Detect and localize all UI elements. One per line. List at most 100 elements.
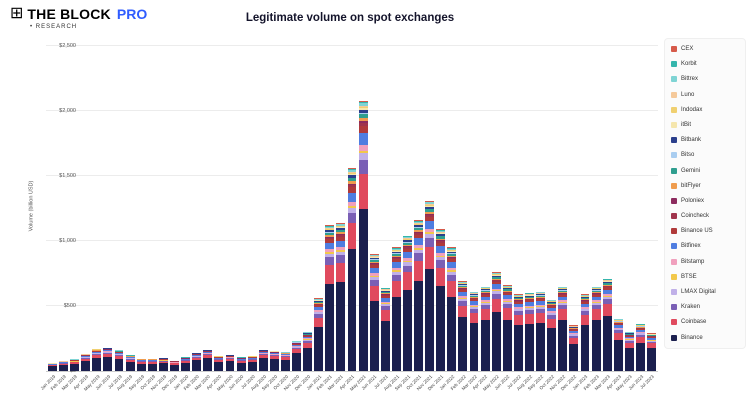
bar-segment-bitstamp[interactable] <box>558 300 568 303</box>
bar-segment-cex[interactable] <box>447 247 457 249</box>
bar-segment-korbit[interactable] <box>358 101 368 103</box>
stacked-bar-jun-2020[interactable] <box>236 357 246 371</box>
bar-segment-bitfinex[interactable] <box>247 357 257 359</box>
bar-segment-luno[interactable] <box>336 225 346 227</box>
bar-segment-cex[interactable] <box>369 254 379 255</box>
bar-segment-bitstamp[interactable] <box>491 288 501 291</box>
stacked-bar-jun-2023[interactable] <box>635 324 645 371</box>
bar-segment-coinbase[interactable] <box>624 342 634 348</box>
bar-segment-bitfinex[interactable] <box>192 355 202 356</box>
legend-item-bitfinex[interactable]: Bitfinex <box>671 243 739 250</box>
bar-segment-bitfinex[interactable] <box>269 353 279 355</box>
bar-segment-bitbank[interactable] <box>347 175 357 178</box>
bar-segment-lmax-digital[interactable] <box>613 329 623 331</box>
bar-segment-bitso[interactable] <box>414 227 423 228</box>
bar-segment-kraken[interactable] <box>525 310 534 315</box>
bar-segment-bitfinex[interactable] <box>280 354 290 356</box>
bar-segment-btse[interactable] <box>336 250 346 252</box>
bar-segment-coinbase[interactable] <box>181 361 191 363</box>
bar-segment-coincheck[interactable] <box>436 241 446 243</box>
bar-segment-itbit[interactable] <box>414 224 423 226</box>
bar-segment-korbit[interactable] <box>447 248 457 249</box>
bar-segment-poloniex[interactable] <box>391 257 401 258</box>
bar-segment-coincheck[interactable] <box>469 298 479 300</box>
bar-segment-gemini[interactable] <box>347 178 357 182</box>
bar-segment-cex[interactable] <box>425 200 435 202</box>
bar-segment-bitbank[interactable] <box>580 296 590 298</box>
bar-segment-bitflyer[interactable] <box>403 244 412 247</box>
bar-segment-binance[interactable] <box>547 328 557 371</box>
bar-segment-bittrex[interactable] <box>613 319 623 320</box>
bar-segment-bitstamp[interactable] <box>624 338 634 340</box>
bar-segment-coinbase[interactable] <box>558 309 568 321</box>
bar-segment-korbit[interactable] <box>325 226 335 227</box>
bar-segment-indodax[interactable] <box>414 223 423 225</box>
bar-segment-coincheck[interactable] <box>502 292 512 294</box>
bar-segment-binance[interactable] <box>59 365 68 371</box>
bar-segment-bitflyer[interactable] <box>380 293 390 295</box>
stacked-bar-jun-2022[interactable] <box>502 285 512 371</box>
bar-segment-kraken[interactable] <box>458 301 468 306</box>
bar-segment-kraken[interactable] <box>192 356 202 358</box>
bar-segment-bitflyer[interactable] <box>425 211 435 214</box>
bar-segment-binance[interactable] <box>580 324 590 371</box>
bar-segment-binance-us[interactable] <box>547 306 557 309</box>
bar-segment-bitso[interactable] <box>336 229 346 231</box>
bar-segment-binance-us[interactable] <box>391 259 401 263</box>
bar-segment-coinbase[interactable] <box>147 361 157 364</box>
bar-segment-bittrex[interactable] <box>380 288 390 290</box>
bar-segment-coinbase[interactable] <box>613 333 623 340</box>
bar-segment-kraken[interactable] <box>81 357 91 359</box>
bar-segment-bitfinex[interactable] <box>569 330 579 333</box>
bar-segment-bittrex[interactable] <box>391 248 401 250</box>
bar-segment-btse[interactable] <box>314 311 324 313</box>
stacked-bar-nov-2020[interactable] <box>292 341 301 371</box>
stacked-bar-oct-2021[interactable] <box>414 220 423 371</box>
bar-segment-kraken[interactable] <box>280 356 290 358</box>
bar-segment-binance[interactable] <box>292 353 301 371</box>
bar-segment-binance-us[interactable] <box>591 294 601 297</box>
bar-segment-binance[interactable] <box>136 363 146 371</box>
stacked-bar-apr-2021[interactable] <box>347 168 357 371</box>
bar-segment-coinbase[interactable] <box>59 363 68 366</box>
bar-segment-bitbank[interactable] <box>525 295 534 297</box>
bar-segment-bittrex[interactable] <box>403 237 412 239</box>
bar-segment-lmax-digital[interactable] <box>458 298 468 302</box>
bar-segment-lmax-digital[interactable] <box>436 256 446 261</box>
bar-segment-korbit[interactable] <box>336 223 346 225</box>
bar-segment-coinbase[interactable] <box>536 313 546 324</box>
bar-segment-gemini[interactable] <box>403 242 412 245</box>
bar-segment-kraken[interactable] <box>580 311 590 316</box>
bar-segment-bitflyer[interactable] <box>547 304 557 305</box>
bar-segment-bitflyer[interactable] <box>502 290 512 292</box>
bar-segment-lmax-digital[interactable] <box>480 302 490 306</box>
stacked-bar-may-2021[interactable] <box>358 100 368 371</box>
bar-segment-gemini[interactable] <box>558 290 568 293</box>
bar-segment-coinbase[interactable] <box>502 308 512 320</box>
bar-segment-bitfinex[interactable] <box>580 303 590 307</box>
bar-segment-coinbase[interactable] <box>158 361 168 364</box>
bar-segment-itbit[interactable] <box>358 108 368 110</box>
bar-segment-binance[interactable] <box>236 362 246 371</box>
bar-segment-binance-us[interactable] <box>536 299 546 302</box>
bar-segment-kraken[interactable] <box>602 299 612 304</box>
bar-segment-lmax-digital[interactable] <box>292 346 301 348</box>
stacked-bar-dec-2021[interactable] <box>436 229 446 371</box>
bar-segment-kraken[interactable] <box>624 340 634 343</box>
bar-segment-bitfinex[interactable] <box>236 359 246 360</box>
bar-segment-bitstamp[interactable] <box>480 300 490 303</box>
bar-segment-binance[interactable] <box>635 342 645 371</box>
bar-segment-kraken[interactable] <box>558 305 568 310</box>
bar-segment-lmax-digital[interactable] <box>602 296 612 300</box>
bar-segment-bitstamp[interactable] <box>635 331 645 333</box>
bar-segment-indodax[interactable] <box>347 172 357 175</box>
bar-segment-lmax-digital[interactable] <box>635 333 645 335</box>
bar-segment-bitbank[interactable] <box>458 284 468 286</box>
bar-segment-gemini[interactable] <box>336 230 346 233</box>
bar-segment-itbit[interactable] <box>336 227 346 228</box>
bar-segment-bittrex[interactable] <box>425 202 435 204</box>
bar-segment-gemini[interactable] <box>325 232 335 235</box>
bar-segment-bitflyer[interactable] <box>458 287 468 289</box>
bar-segment-binance[interactable] <box>369 300 379 371</box>
bar-segment-lmax-digital[interactable] <box>347 207 357 213</box>
